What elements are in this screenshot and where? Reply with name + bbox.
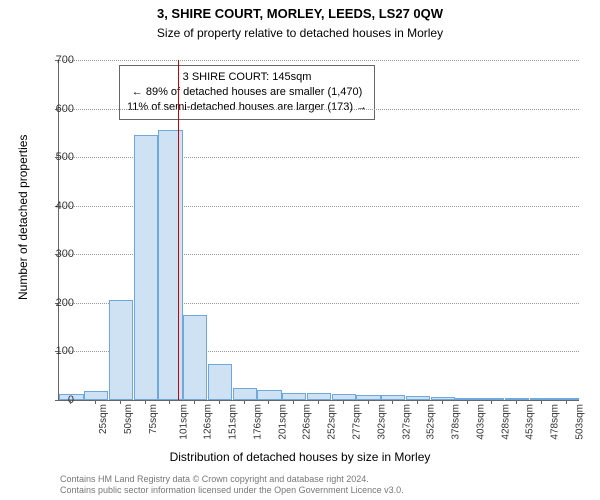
x-tick-label: 126sqm [203,404,214,440]
property-marker-line [178,60,179,400]
y-tick-label: 500 [34,151,74,163]
x-tick-label: 201sqm [277,404,288,440]
histogram-bar [158,130,182,400]
histogram-bar [208,364,232,400]
x-tick-label: 352sqm [426,404,437,440]
histogram-bar [109,300,133,400]
x-axis-label: Distribution of detached houses by size … [0,450,600,464]
histogram-bar [134,135,158,400]
histogram-bar [554,398,578,400]
y-gridline [59,60,579,61]
x-tick-label: 478sqm [550,404,561,440]
histogram-bar [233,388,257,400]
x-tick-label: 277sqm [352,404,363,440]
histogram-bar [84,391,108,400]
x-tick-label: 428sqm [500,404,511,440]
y-tick-label: 200 [34,297,74,309]
x-tick-label: 453sqm [525,404,536,440]
x-tick-label: 176sqm [253,404,264,440]
y-tick-label: 0 [34,394,74,406]
y-tick-label: 700 [34,54,74,66]
x-tick-label: 226sqm [302,404,313,440]
y-tick-label: 100 [34,345,74,357]
x-tick-label: 50sqm [123,404,134,434]
y-tick-label: 600 [34,103,74,115]
footer-attribution: Contains HM Land Registry data © Crown c… [60,474,404,497]
footer-line-2: Contains public sector information licen… [60,485,404,496]
histogram-bar [257,390,281,400]
chart-title: 3, SHIRE COURT, MORLEY, LEEDS, LS27 0QW [0,6,600,21]
x-tick-label: 378sqm [451,404,462,440]
x-tick-label: 151sqm [228,404,239,440]
histogram-bar [431,397,455,400]
info-line-2: ← 89% of detached houses are smaller (1,… [127,85,367,100]
histogram-bar [530,398,554,400]
x-tick-label: 403sqm [475,404,486,440]
info-line-1: 3 SHIRE COURT: 145sqm [127,70,367,85]
histogram-bar [332,394,356,400]
x-tick-label: 25sqm [98,404,109,434]
histogram-bar [183,315,207,400]
x-tick-label: 327sqm [401,404,412,440]
histogram-bar [282,393,306,400]
histogram-bar [455,398,479,400]
info-box: 3 SHIRE COURT: 145sqm ← 89% of detached … [119,65,375,120]
y-tick-label: 300 [34,248,74,260]
chart-subtitle: Size of property relative to detached ho… [0,26,600,40]
x-tick-label: 101sqm [178,404,189,440]
x-tick-label: 252sqm [327,404,338,440]
plot-area: 3 SHIRE COURT: 145sqm ← 89% of detached … [58,60,579,401]
footer-line-1: Contains HM Land Registry data © Crown c… [60,474,404,485]
x-tick-label: 503sqm [574,404,585,440]
x-tick-label: 75sqm [148,404,159,434]
info-line-3: 11% of semi-detached houses are larger (… [127,100,367,115]
y-gridline [59,109,579,110]
chart-container: 3, SHIRE COURT, MORLEY, LEEDS, LS27 0QW … [0,0,600,500]
histogram-bar [307,393,331,400]
y-tick-label: 400 [34,200,74,212]
y-axis-label: Number of detached properties [16,135,30,300]
x-tick-label: 302sqm [376,404,387,440]
